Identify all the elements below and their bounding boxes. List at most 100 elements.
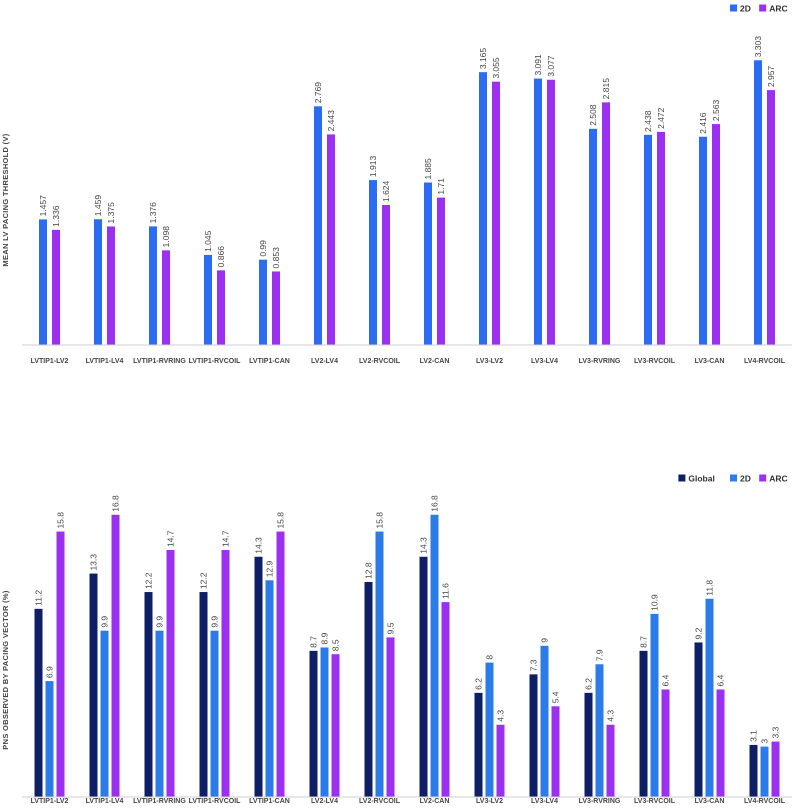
- data-label-2d-lv2-rvcoil: 1.913: [368, 156, 378, 178]
- data-label-arc-lv3-lv4: 3.077: [546, 55, 556, 77]
- y-axis-title: MEAN LV PACING THRESHOLD (V): [1, 133, 10, 266]
- data-label-global-lvtip1-lv2: 11.2: [34, 590, 44, 606]
- data-label-arc-lv2-can: 1.71: [436, 178, 446, 195]
- bar-global-lvtip1-rvcoil: [199, 592, 208, 797]
- category-label-lv3-rvcoil: LV3-RVCOIL: [634, 798, 676, 805]
- bar-global-lv3-rvring: [584, 692, 593, 797]
- bar-arc-lv3-lv2: [496, 724, 505, 797]
- bar-2d-lv3-rvring: [595, 664, 604, 797]
- bar-arc-lv3-lv4: [547, 79, 555, 345]
- category-label-lvtip1-rvring: LVTIP1-RVRING: [133, 798, 186, 805]
- legend-label-global: Global: [688, 474, 714, 484]
- bar-2d-lv3-can: [699, 136, 707, 345]
- data-label-global-lvtip1-lv4: 13.3: [89, 554, 99, 571]
- bar-global-lv3-can: [694, 642, 703, 797]
- bar-2d-lvtip1-lv2: [39, 219, 47, 345]
- data-label-arc-lv3-lv2: 3.055: [491, 57, 501, 79]
- bar-arc-lv3-can: [716, 689, 725, 797]
- data-label-arc-lv4-rvcoil: 2.957: [766, 66, 776, 88]
- bar-2d-lv3-can: [705, 598, 714, 797]
- bar-2d-lvtip1-lv4: [94, 219, 102, 345]
- bar-arc-lvtip1-rvcoil: [221, 550, 230, 797]
- data-label-2d-lvtip1-lv4: 9.9: [100, 616, 110, 628]
- data-label-2d-lvtip1-can: 12.9: [265, 560, 275, 577]
- data-label-arc-lvtip1-rvring: 1.098: [161, 226, 171, 248]
- bar-global-lv2-can: [419, 556, 428, 797]
- category-label-lv2-can: LV2-CAN: [420, 798, 450, 805]
- data-label-arc-lvtip1-rvcoil: 14.7: [221, 530, 231, 547]
- data-label-arc-lv3-can: 6.4: [716, 674, 726, 686]
- data-label-2d-lv2-can: 16.8: [430, 495, 440, 512]
- data-label-global-lv2-rvcoil: 12.8: [364, 562, 374, 579]
- legend-swatch-2d: [730, 4, 737, 12]
- data-label-2d-lv3-rvring: 7.9: [595, 649, 605, 661]
- bar-global-lvtip1-can: [254, 556, 263, 797]
- bar-arc-lvtip1-rvring: [162, 250, 170, 345]
- pns-chart: 11.2 6.9 15.8 13.3 9.9 16.8 12.2 9.9 14.7 12.2 9.9…: [1, 474, 792, 805]
- data-label-global-lvtip1-rvcoil: 12.2: [199, 572, 209, 589]
- data-label-arc-lvtip1-can: 0.853: [271, 247, 281, 269]
- data-label-2d-lvtip1-rvcoil: 1.045: [203, 230, 213, 252]
- data-label-arc-lv3-can: 2.563: [711, 100, 721, 122]
- data-label-arc-lvtip1-lv4: 16.8: [111, 495, 121, 512]
- bar-2d-lvtip1-lv2: [45, 681, 54, 797]
- bar-arc-lv3-rvcoil: [661, 689, 670, 797]
- legend-swatch-arc: [759, 474, 767, 482]
- category-label-lv2-can: LV2-CAN: [420, 358, 450, 365]
- bar-global-lv4-rvcoil: [749, 744, 758, 797]
- bar-2d-lv4-rvcoil: [754, 60, 762, 345]
- data-label-2d-lv3-lv2: 3.165: [478, 48, 488, 70]
- data-label-arc-lv2-rvcoil: 9.5: [386, 622, 396, 634]
- data-label-2d-lvtip1-lv2: 1.457: [38, 195, 48, 217]
- category-label-lvtip1-rvcoil: LVTIP1-RVCOIL: [189, 798, 242, 805]
- legend-swatch-arc: [759, 4, 767, 12]
- bar-2d-lvtip1-lv4: [100, 630, 109, 797]
- bar-arc-lv2-rvcoil: [386, 637, 395, 797]
- bar-global-lvtip1-rvring: [144, 592, 153, 797]
- category-label-lvtip1-lv2: LVTIP1-LV2: [31, 798, 69, 805]
- data-label-2d-lv3-can: 2.416: [698, 112, 708, 134]
- legend-label-2d: 2D: [740, 474, 751, 484]
- bar-arc-lv3-rvring: [606, 724, 615, 797]
- bar-2d-lv3-lv4: [534, 78, 542, 345]
- category-label-lvtip1-rvring: LVTIP1-RVRING: [133, 358, 186, 365]
- data-label-2d-lv3-lv4: 3.091: [533, 54, 543, 76]
- bar-2d-lv3-lv4: [540, 645, 549, 797]
- bar-arc-lvtip1-can: [272, 271, 280, 345]
- bar-arc-lv2-lv4: [327, 134, 335, 345]
- legend: ARC 2D Global: [678, 474, 788, 484]
- bar-arc-lv2-lv4: [331, 654, 340, 797]
- bar-arc-lvtip1-lv4: [107, 226, 115, 345]
- bar-global-lv3-lv2: [474, 692, 483, 797]
- bar-2d-lv2-can: [430, 514, 439, 797]
- data-label-arc-lv3-rvcoil: 2.472: [656, 107, 666, 129]
- category-label-lvtip1-lv4: LVTIP1-LV4: [86, 798, 124, 805]
- data-label-global-lv3-can: 9.2: [694, 627, 704, 639]
- bar-global-lv3-lv4: [529, 674, 538, 797]
- category-label-lv3-can: LV3-CAN: [695, 358, 725, 365]
- category-label-lv4-rvcoil: LV4-RVCOIL: [744, 798, 786, 805]
- data-label-2d-lv3-rvcoil: 2.438: [643, 110, 653, 132]
- data-label-global-lv2-lv4: 8.7: [309, 636, 319, 648]
- data-label-arc-lv3-rvcoil: 6.4: [661, 674, 671, 686]
- bar-global-lv2-lv4: [309, 650, 318, 797]
- legend: ARC 2D: [730, 4, 788, 14]
- category-label-lv2-lv4: LV2-LV4: [311, 358, 338, 365]
- data-label-2d-lv3-rvcoil: 10.9: [650, 594, 660, 611]
- category-label-lvtip1-rvcoil: LVTIP1-RVCOIL: [189, 358, 242, 365]
- bar-arc-lv3-lv2: [492, 81, 500, 345]
- data-label-2d-lv2-lv4: 2.769: [313, 82, 323, 104]
- category-label-lv3-lv4: LV3-LV4: [531, 358, 558, 365]
- data-label-2d-lvtip1-lv4: 1.459: [93, 195, 103, 217]
- data-label-arc-lv2-lv4: 2.443: [326, 110, 336, 132]
- data-label-arc-lvtip1-lv2: 1.336: [51, 205, 61, 227]
- bar-arc-lvtip1-rvcoil: [217, 270, 225, 345]
- bar-arc-lvtip1-lv4: [111, 514, 120, 797]
- bar-arc-lv2-can: [437, 197, 445, 345]
- bar-2d-lvtip1-rvring: [149, 226, 157, 345]
- legend-label-arc: ARC: [769, 474, 787, 484]
- bar-2d-lv2-can: [424, 182, 432, 345]
- category-label-lv4-rvcoil: LV4-RVCOIL: [744, 358, 786, 365]
- data-label-global-lvtip1-rvring: 12.2: [144, 572, 154, 589]
